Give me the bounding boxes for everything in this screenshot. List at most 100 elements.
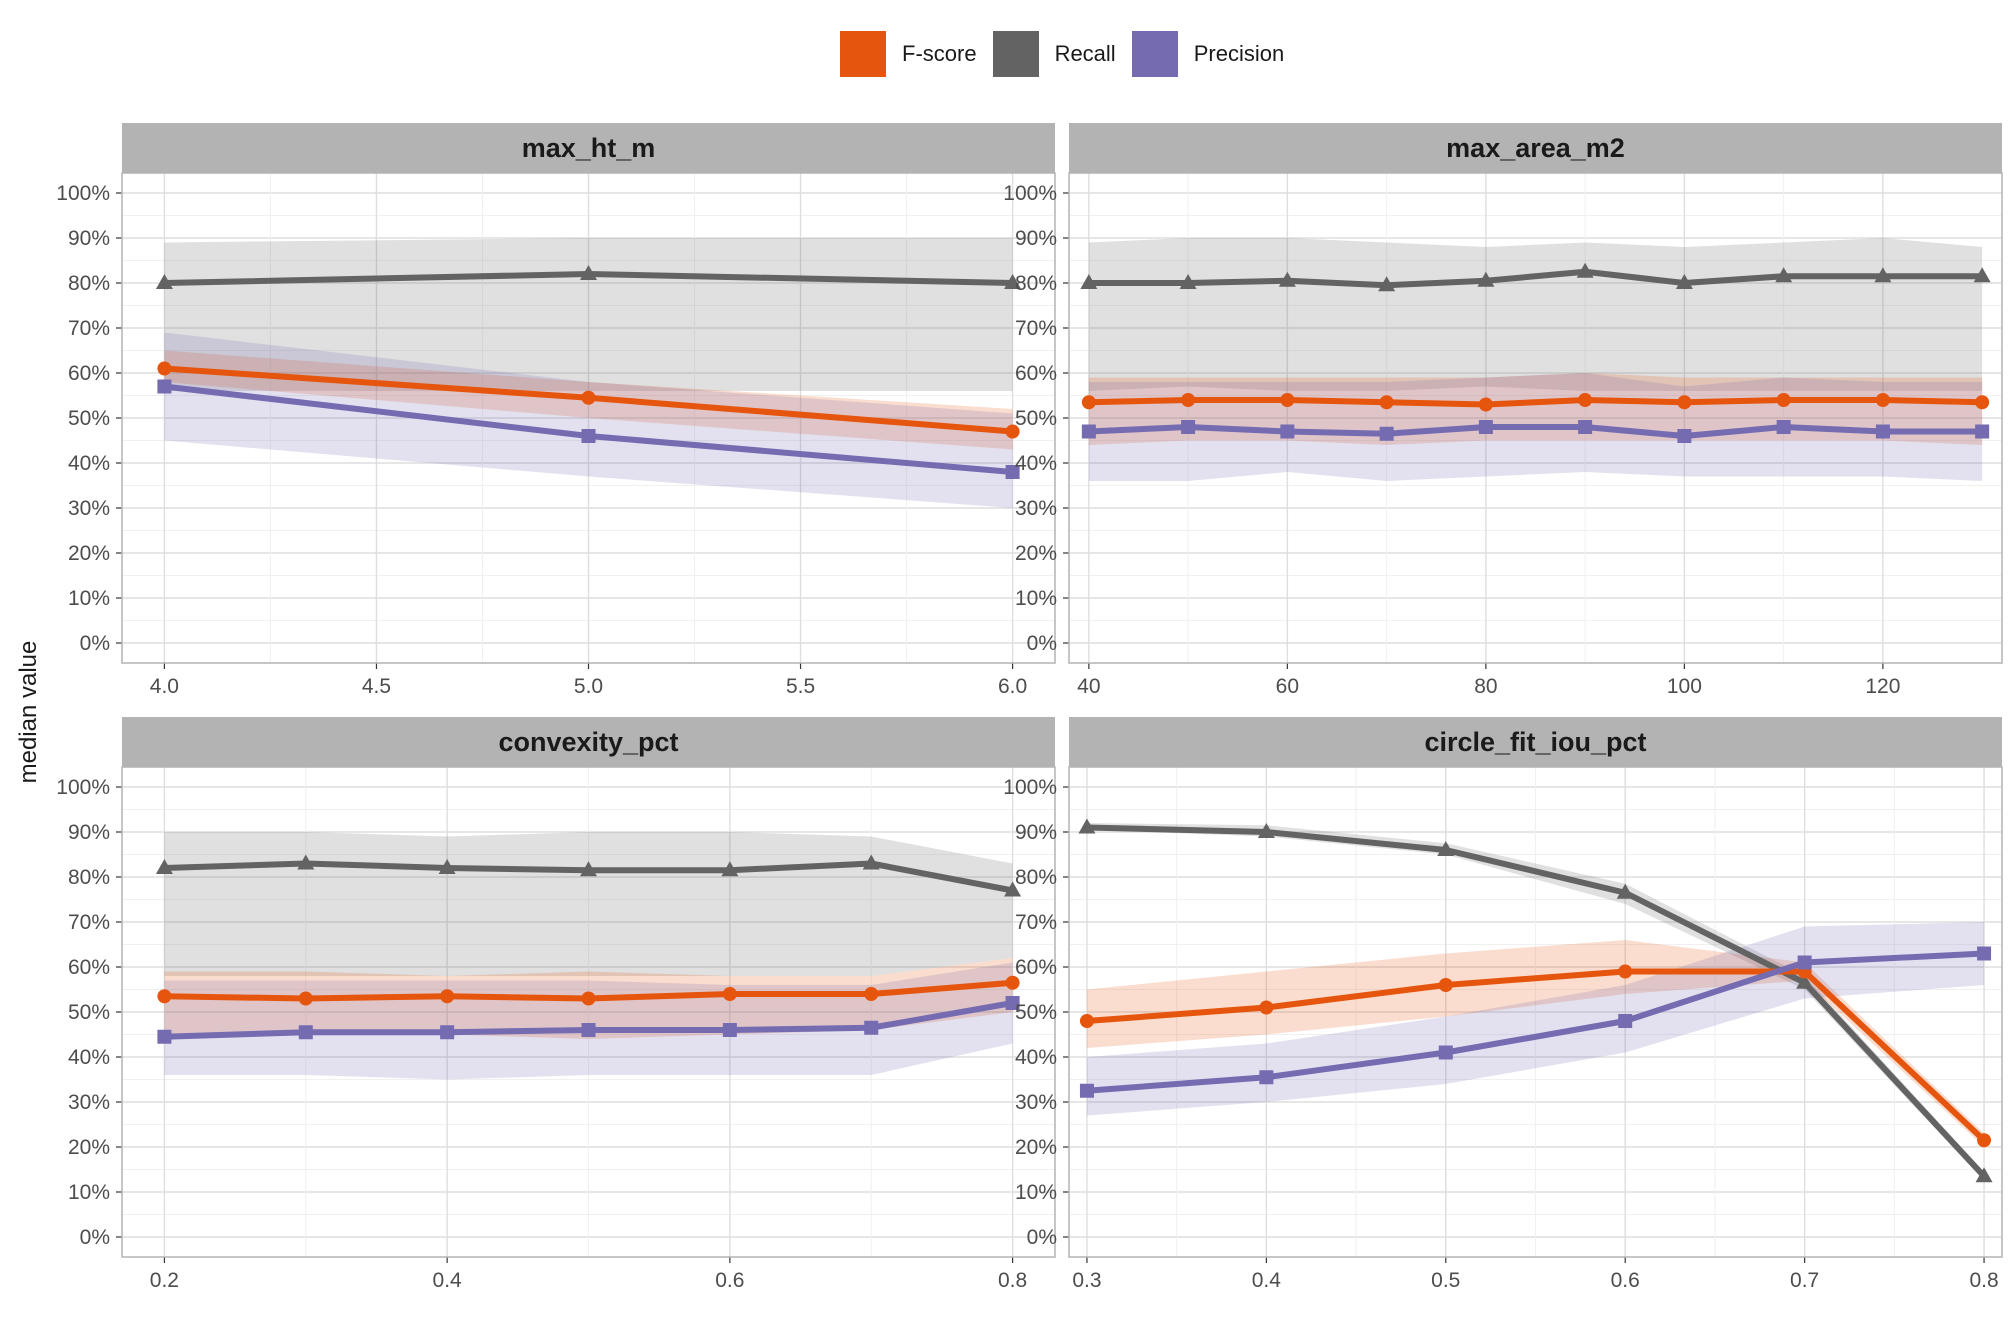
y-tick-label: 20% bbox=[1015, 542, 1057, 565]
point-recall bbox=[1975, 1167, 1993, 1183]
y-tick-label: 40% bbox=[1015, 1046, 1057, 1069]
point-recall bbox=[1078, 818, 1096, 834]
point-recall bbox=[1675, 274, 1693, 289]
point-precision bbox=[157, 1029, 172, 1044]
point-precision bbox=[1776, 420, 1791, 434]
point-precision bbox=[1259, 1070, 1274, 1085]
y-tick-label: 70% bbox=[68, 911, 110, 934]
legend: F-score Recall Precision bbox=[840, 29, 1300, 79]
point-precision bbox=[1618, 1014, 1633, 1028]
x-tick-label: 5.5 bbox=[786, 675, 815, 698]
x-tick-label: 0.5 bbox=[1431, 1269, 1460, 1292]
point-recall bbox=[1278, 271, 1296, 287]
point-recall bbox=[1378, 276, 1396, 292]
y-tick-label: 80% bbox=[68, 272, 110, 295]
ribbon-fscore bbox=[1086, 940, 1985, 1147]
facet-title: convexity_pct bbox=[498, 727, 678, 757]
point-recall bbox=[297, 854, 315, 870]
x-tick-label: 120 bbox=[1865, 675, 1900, 698]
x-tick-label: 0.4 bbox=[1252, 1269, 1282, 1292]
y-tick-label: 60% bbox=[1015, 956, 1057, 979]
x-tick-label: 0.7 bbox=[1790, 1269, 1819, 1292]
y-axis-label: median value bbox=[15, 641, 42, 784]
y-tick-label: 80% bbox=[1015, 272, 1057, 295]
y-tick-label: 0% bbox=[1027, 632, 1057, 655]
y-tick-label: 10% bbox=[68, 1181, 110, 1204]
x-tick-label: 100 bbox=[1667, 675, 1702, 698]
point-fscore bbox=[1005, 975, 1020, 990]
point-precision bbox=[1079, 1083, 1094, 1098]
point-recall bbox=[1775, 267, 1793, 283]
facet-title: max_area_m2 bbox=[1446, 133, 1625, 163]
point-fscore bbox=[1081, 395, 1096, 410]
point-fscore bbox=[1875, 393, 1890, 407]
facet-title: max_ht_m bbox=[522, 133, 656, 163]
point-precision bbox=[1005, 465, 1020, 479]
point-recall bbox=[1437, 841, 1455, 856]
point-precision bbox=[722, 1023, 737, 1037]
x-tick-label: 0.4 bbox=[433, 1269, 463, 1292]
point-fscore bbox=[1478, 397, 1493, 412]
legend-item-precision: Precision bbox=[1131, 31, 1285, 77]
y-tick-label: 30% bbox=[68, 497, 110, 520]
point-recall bbox=[155, 274, 173, 289]
x-tick-label: 0.8 bbox=[1969, 1269, 1998, 1292]
y-tick-label: 0% bbox=[80, 1226, 110, 1249]
ribbon-precision bbox=[164, 332, 1013, 508]
y-tick-label: 100% bbox=[1003, 182, 1057, 205]
point-fscore bbox=[1079, 1014, 1094, 1028]
point-recall bbox=[1576, 262, 1594, 278]
x-tick-label: 80 bbox=[1474, 675, 1497, 698]
y-tick-label: 30% bbox=[68, 1091, 110, 1114]
point-recall bbox=[1257, 823, 1275, 838]
point-fscore bbox=[1181, 393, 1196, 407]
x-tick-label: 0.2 bbox=[150, 1269, 179, 1292]
series-line-precision bbox=[1086, 950, 1985, 1094]
y-tick-label: 50% bbox=[1015, 407, 1057, 430]
legend-label-recall: Recall bbox=[1054, 41, 1116, 66]
point-recall bbox=[1179, 274, 1197, 289]
facet-title: circle_fit_iou_pct bbox=[1424, 727, 1646, 757]
panel-border bbox=[121, 172, 1056, 664]
point-fscore bbox=[1280, 393, 1295, 407]
series-line-recall bbox=[1086, 824, 1987, 1179]
y-tick-label: 10% bbox=[1015, 587, 1057, 610]
panel-border bbox=[1068, 172, 2003, 664]
panel-border bbox=[121, 766, 1056, 1258]
point-precision bbox=[1975, 424, 1990, 439]
y-tick-label: 40% bbox=[1015, 452, 1057, 475]
y-tick-label: 40% bbox=[68, 452, 110, 475]
y-tick-label: 80% bbox=[1015, 866, 1057, 889]
y-tick-label: 50% bbox=[68, 407, 110, 430]
y-tick-label: 20% bbox=[68, 1136, 110, 1159]
x-tick-label: 4.5 bbox=[362, 675, 391, 698]
y-tick-label: 90% bbox=[68, 821, 110, 844]
legend-label-fscore: F-score bbox=[902, 41, 977, 66]
y-tick-label: 70% bbox=[1015, 317, 1057, 340]
y-tick-label: 60% bbox=[1015, 362, 1057, 385]
y-tick-label: 10% bbox=[1015, 1181, 1057, 1204]
legend-label-precision: Precision bbox=[1193, 41, 1285, 66]
y-tick-label: 70% bbox=[68, 317, 110, 340]
x-tick-label: 0.3 bbox=[1072, 1269, 1101, 1292]
x-tick-label: 5.0 bbox=[574, 675, 603, 698]
y-tick-label: 50% bbox=[1015, 1001, 1057, 1024]
facet-strip bbox=[1069, 717, 2002, 767]
series-line-fscore bbox=[1086, 968, 1987, 1143]
legend-swatch-recall bbox=[992, 31, 1039, 77]
y-tick-label: 30% bbox=[1015, 1091, 1057, 1114]
point-precision bbox=[1478, 420, 1493, 434]
y-tick-label: 90% bbox=[68, 227, 110, 250]
point-fscore bbox=[1677, 395, 1692, 410]
point-precision bbox=[1977, 946, 1992, 961]
y-tick-label: 100% bbox=[56, 182, 110, 205]
point-recall bbox=[580, 861, 597, 877]
point-precision bbox=[1379, 426, 1394, 441]
point-precision bbox=[1677, 429, 1692, 443]
y-tick-label: 80% bbox=[68, 866, 110, 889]
y-tick-label: 100% bbox=[56, 776, 110, 799]
facet-strip bbox=[1069, 123, 2002, 173]
y-tick-label: 70% bbox=[1015, 911, 1057, 934]
point-precision bbox=[157, 379, 172, 394]
